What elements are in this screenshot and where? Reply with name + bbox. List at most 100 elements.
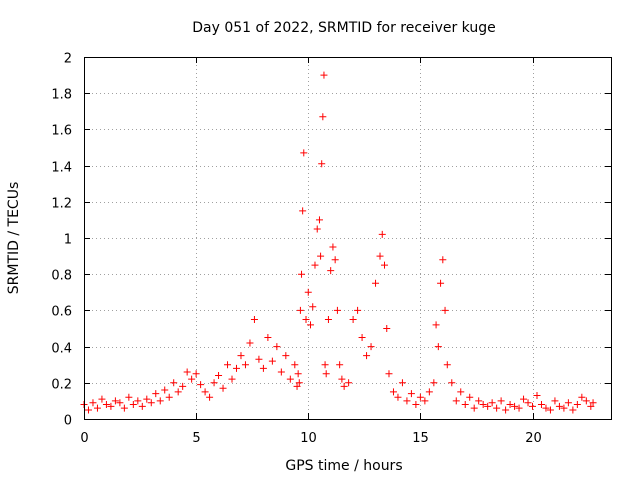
x-tick-label: 0 [80,431,88,446]
data-point [134,397,142,405]
data-point [138,402,146,410]
data-point [367,343,375,351]
data-point [183,368,191,376]
data-point [573,401,581,409]
data-point [578,393,586,401]
data-point [161,386,169,394]
data-point [304,288,312,296]
data-point [385,370,393,378]
data-point [296,306,304,314]
data-point [300,149,308,157]
y-tick-label: 1.6 [51,124,72,139]
data-point [295,379,303,387]
data-point [324,315,332,323]
data-point [587,402,595,410]
x-tick-label: 10 [300,431,317,446]
data-point [165,393,173,401]
data-point [215,372,223,380]
data-point [111,397,119,405]
data-point [192,370,200,378]
data-point [439,256,447,264]
data-point [434,343,442,351]
data-point [582,397,590,405]
grid-layer [84,57,611,419]
data-point [589,399,597,407]
x-tick-label: 20 [525,431,542,446]
data-point [320,71,328,79]
data-point [542,404,550,412]
data-point [282,352,290,360]
data-point [475,397,483,405]
data-point [152,390,160,398]
data-point [313,225,321,233]
data-point [273,343,281,351]
data-point [120,404,128,412]
data-point [156,397,164,405]
data-point [331,256,339,264]
data-point [470,404,478,412]
data-point [329,243,337,251]
data-point [319,113,327,121]
data-point [311,261,319,269]
data-point [116,399,124,407]
data-point [255,355,263,363]
x-tick-label: 5 [192,431,200,446]
chart-title: Day 051 of 2022, SRMTID for receiver kug… [192,20,495,36]
data-point [250,315,258,323]
data-point [317,252,325,260]
data-point [372,279,380,287]
data-point [437,279,445,287]
data-point [564,399,572,407]
data-point [515,404,523,412]
data-point [533,391,541,399]
data-point [321,361,329,369]
data-point [398,379,406,387]
y-tick-label: 0.8 [51,269,72,284]
data-point [412,401,420,409]
data-point [358,334,366,342]
data-point [206,393,214,401]
data-point [520,395,528,403]
y-axis-label: SRMTID / TECUs [6,182,22,295]
data-point [430,379,438,387]
data-point [228,375,236,383]
y-tick-label: 1 [64,233,72,248]
data-point [569,406,577,414]
data-point [493,404,501,412]
data-point [327,267,335,275]
data-point [102,401,110,409]
data-point [302,315,310,323]
y-tick-label: 2 [64,52,72,67]
data-point [383,325,391,332]
data-point [318,160,326,168]
data-point [179,382,187,390]
data-point [403,397,411,405]
data-point [174,388,182,396]
data-point [421,397,429,405]
data-point [461,401,469,409]
data-point [479,401,487,409]
data-point [219,384,227,392]
data-point [336,361,344,369]
data-point [309,303,317,311]
data-point [89,399,97,407]
data-point [506,401,514,409]
data-point [291,361,299,369]
data-point [524,399,532,407]
x-axis-label: GPS time / hours [285,458,402,474]
data-point [441,306,449,314]
y-tick-label: 1.2 [51,197,72,212]
data-point [241,361,249,369]
data-point [333,306,341,314]
data-point [107,402,115,410]
data-point [484,402,492,410]
data-point [416,393,424,401]
data-point [354,306,362,314]
data-point [466,393,474,401]
data-point [488,399,496,407]
data-point [237,352,245,360]
data-point [277,368,285,376]
data-point [93,404,101,412]
data-point [529,402,537,410]
data-point [246,339,254,347]
